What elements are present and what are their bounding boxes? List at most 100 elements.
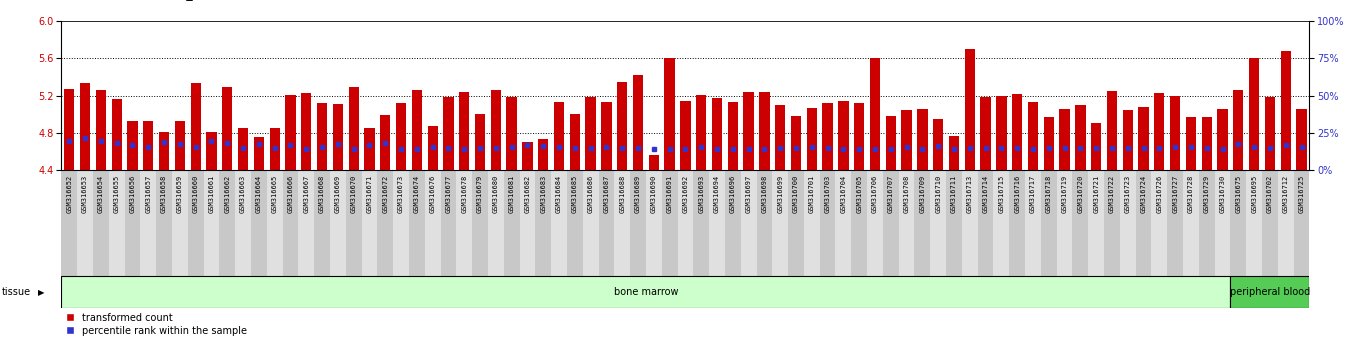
Bar bbox=[175, 121, 186, 170]
Bar bbox=[1264, 97, 1275, 170]
Text: GSM316672: GSM316672 bbox=[382, 175, 389, 213]
Bar bbox=[1230, 170, 1247, 276]
Bar bbox=[868, 170, 883, 276]
Text: GSM316660: GSM316660 bbox=[192, 175, 199, 213]
Text: GSM316708: GSM316708 bbox=[903, 175, 910, 213]
Bar bbox=[570, 114, 580, 170]
Bar bbox=[662, 170, 678, 276]
Bar bbox=[1296, 109, 1307, 170]
Bar bbox=[172, 170, 188, 276]
Text: GSM316668: GSM316668 bbox=[319, 175, 325, 213]
Bar bbox=[64, 89, 75, 170]
Text: GSM316727: GSM316727 bbox=[1172, 175, 1178, 213]
Bar bbox=[724, 170, 741, 276]
Bar bbox=[551, 170, 567, 276]
Bar bbox=[741, 170, 757, 276]
Text: GSM316652: GSM316652 bbox=[67, 175, 72, 213]
Bar bbox=[933, 119, 944, 170]
Text: GSM316677: GSM316677 bbox=[446, 175, 451, 213]
Bar bbox=[160, 132, 169, 170]
Text: GSM316658: GSM316658 bbox=[161, 175, 166, 213]
Bar bbox=[1091, 124, 1101, 170]
Bar bbox=[1120, 170, 1136, 276]
Bar bbox=[930, 170, 947, 276]
Text: GSM316696: GSM316696 bbox=[730, 175, 735, 213]
Text: GSM316688: GSM316688 bbox=[619, 175, 625, 213]
Text: GSM316678: GSM316678 bbox=[461, 175, 468, 213]
Bar bbox=[851, 170, 868, 276]
Bar bbox=[127, 121, 138, 170]
Text: GSM316705: GSM316705 bbox=[857, 175, 862, 213]
Bar bbox=[140, 170, 155, 276]
Bar bbox=[457, 170, 472, 276]
Bar bbox=[1072, 170, 1088, 276]
Bar bbox=[412, 90, 421, 170]
Bar bbox=[80, 82, 90, 170]
Bar bbox=[393, 170, 409, 276]
Text: GSM316699: GSM316699 bbox=[777, 175, 783, 213]
Bar bbox=[1262, 170, 1278, 276]
Text: GSM316693: GSM316693 bbox=[698, 175, 704, 213]
Bar bbox=[537, 139, 548, 170]
Text: GSM316690: GSM316690 bbox=[651, 175, 657, 213]
Bar bbox=[1088, 170, 1103, 276]
Text: GSM316707: GSM316707 bbox=[888, 175, 893, 213]
Bar bbox=[678, 170, 693, 276]
Text: GSM316682: GSM316682 bbox=[524, 175, 531, 213]
Text: GSM316654: GSM316654 bbox=[98, 175, 104, 213]
Bar bbox=[1170, 96, 1180, 170]
Bar bbox=[822, 103, 833, 170]
Bar bbox=[109, 170, 124, 276]
Text: GSM316726: GSM316726 bbox=[1157, 175, 1162, 213]
Bar bbox=[488, 170, 503, 276]
Text: GSM316700: GSM316700 bbox=[792, 175, 799, 213]
Bar bbox=[78, 170, 93, 276]
Text: GSM316687: GSM316687 bbox=[603, 175, 610, 213]
Text: GSM316656: GSM316656 bbox=[130, 175, 135, 213]
Bar bbox=[806, 108, 817, 170]
Bar bbox=[1041, 170, 1057, 276]
Bar bbox=[381, 115, 390, 170]
Bar bbox=[254, 137, 265, 170]
Bar bbox=[220, 170, 235, 276]
Bar bbox=[1168, 170, 1183, 276]
Bar bbox=[364, 128, 375, 170]
Text: GSM316702: GSM316702 bbox=[1267, 175, 1273, 213]
Bar bbox=[1060, 109, 1069, 170]
Text: GSM316706: GSM316706 bbox=[872, 175, 878, 213]
Bar bbox=[964, 49, 975, 170]
Text: GSM316675: GSM316675 bbox=[1236, 175, 1241, 213]
Text: GSM316666: GSM316666 bbox=[288, 175, 293, 213]
Text: GSM316655: GSM316655 bbox=[113, 175, 120, 213]
Bar bbox=[727, 102, 738, 170]
Text: GSM316670: GSM316670 bbox=[351, 175, 356, 213]
Text: GSM316697: GSM316697 bbox=[746, 175, 752, 213]
Bar bbox=[95, 90, 106, 170]
Bar bbox=[664, 58, 675, 170]
Bar bbox=[614, 170, 630, 276]
Bar bbox=[996, 96, 1007, 170]
Bar bbox=[1247, 170, 1262, 276]
Bar bbox=[1233, 90, 1244, 170]
Text: GSM316717: GSM316717 bbox=[1030, 175, 1037, 213]
Bar bbox=[696, 95, 707, 170]
Bar bbox=[978, 170, 993, 276]
Bar bbox=[1106, 91, 1117, 170]
Bar bbox=[1185, 117, 1196, 170]
Bar bbox=[803, 170, 820, 276]
Bar bbox=[883, 170, 899, 276]
Bar bbox=[349, 87, 359, 170]
Bar bbox=[1218, 109, 1228, 170]
Text: GSM316724: GSM316724 bbox=[1140, 175, 1147, 213]
Bar bbox=[1103, 170, 1120, 276]
Text: GSM316674: GSM316674 bbox=[413, 175, 420, 213]
Bar bbox=[124, 170, 140, 276]
Bar bbox=[270, 128, 280, 170]
Bar bbox=[775, 105, 786, 170]
Bar bbox=[522, 142, 532, 170]
Bar bbox=[506, 97, 517, 170]
Bar bbox=[885, 116, 896, 170]
Bar bbox=[1136, 170, 1151, 276]
Text: GSM316723: GSM316723 bbox=[1125, 175, 1131, 213]
Text: GSM316709: GSM316709 bbox=[919, 175, 925, 213]
